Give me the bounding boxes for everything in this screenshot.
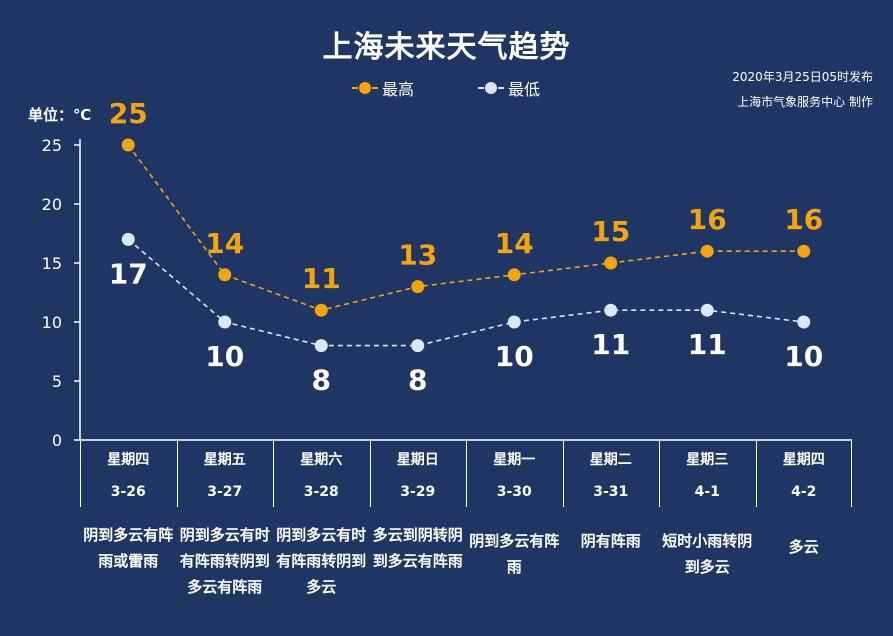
data-label-high: 16: [784, 203, 823, 236]
y-tick-label: 5: [52, 372, 62, 391]
table-divider: [659, 441, 660, 507]
date-label: 3-29: [400, 483, 436, 500]
publisher: 上海市气象服务中心 制作: [737, 95, 873, 109]
legend-low-marker: [478, 82, 504, 94]
data-label-low: 10: [784, 340, 823, 373]
data-label-low: 8: [408, 364, 427, 397]
date-label: 3-26: [110, 483, 146, 500]
weekday-label: 星期日: [396, 451, 439, 468]
publish-time: 2020年3月25日05时发布: [732, 70, 873, 84]
y-tick-label: 25: [42, 136, 62, 155]
table-divider: [466, 441, 467, 507]
day-column: 星期二 3-31: [563, 441, 660, 507]
series-line-low: [127, 238, 804, 347]
point-low: [411, 339, 425, 353]
point-low: [218, 315, 232, 329]
day-column: 星期日 3-29: [370, 441, 467, 507]
data-label-low: 8: [312, 364, 331, 397]
y-tick-label: 15: [42, 254, 62, 273]
date-label: 3-30: [496, 483, 532, 500]
date-label: 3-28: [303, 483, 339, 500]
weather-description: 阴到多云有时有阵雨转阴到多云有阵雨: [179, 526, 270, 596]
point-high: [797, 244, 811, 258]
legend-high: 最高: [352, 76, 414, 100]
weather-description: 阴到多云有阵雨或雷雨: [83, 526, 174, 570]
data-label-high: 16: [688, 203, 727, 236]
point-low: [797, 315, 811, 329]
legend-high-marker: [352, 82, 378, 94]
data-label-high: 11: [302, 262, 341, 295]
table-divider: [755, 441, 757, 507]
day-column: 星期四 4-2: [756, 441, 853, 507]
point-high: [121, 138, 135, 152]
weather-description: 阴到多云有阵雨: [469, 532, 560, 576]
point-low: [507, 315, 521, 329]
legend-high-label: 最高: [382, 80, 415, 99]
weekday-label: 星期六: [300, 451, 343, 468]
y-tick-label: 0: [52, 431, 62, 450]
point-low: [121, 232, 135, 246]
data-label-high: 15: [591, 215, 630, 248]
day-column: 星期一 3-30: [466, 441, 563, 507]
day-column: 星期六 3-28: [273, 441, 370, 507]
point-low: [314, 339, 328, 353]
date-label: 4-2: [791, 483, 817, 500]
table-divider: [273, 441, 274, 507]
table-divider: [80, 441, 81, 507]
day-column: 星期四 3-26: [80, 441, 177, 507]
y-tick-label: 10: [42, 313, 62, 332]
table-divider: [176, 441, 178, 507]
weather-description: 多云到阴转阴到多云有阵雨: [372, 526, 463, 570]
weekday-label: 星期五: [203, 451, 246, 468]
point-high: [411, 280, 425, 294]
table-divider: [369, 441, 371, 507]
weekday-label: 星期四: [782, 451, 825, 468]
point-high: [700, 244, 714, 258]
unit-label: 单位：℃: [28, 106, 92, 124]
chart-title: 上海未来天气趋势: [322, 30, 571, 65]
day-column: 星期五 3-27: [177, 441, 274, 507]
point-high: [218, 268, 232, 282]
point-low: [604, 303, 618, 317]
weather-description: 阴到多云有时有阵雨转阴到多云: [276, 526, 367, 596]
data-label-low: 11: [688, 328, 727, 361]
data-label-high: 14: [205, 227, 244, 260]
point-high: [314, 303, 328, 317]
weather-description: 阴有阵雨: [580, 532, 641, 550]
data-label-low: 10: [495, 340, 534, 373]
weekday-label: 星期三: [686, 451, 729, 468]
date-label: 3-31: [593, 483, 629, 500]
weather-description: 多云: [788, 538, 819, 556]
day-table: 星期四 3-26 星期五 3-27 星期六 3-28 星期日 3-29 星期一 3-30 星期二 3-…: [80, 441, 852, 507]
data-label-low: 10: [205, 340, 244, 373]
data-label-low: 17: [109, 257, 148, 290]
weekday-label: 星期一: [493, 451, 536, 468]
data-label-high: 14: [495, 227, 534, 260]
point-low: [700, 303, 714, 317]
table-divider: [851, 441, 852, 507]
legend-low: 最低: [478, 76, 540, 100]
y-tick-label: 20: [42, 195, 62, 214]
table-divider: [562, 441, 564, 507]
day-column: 星期三 4-1: [659, 441, 756, 507]
weekday-label: 星期二: [589, 451, 632, 468]
legend-low-label: 最低: [508, 80, 541, 99]
data-label-low: 11: [591, 328, 630, 361]
series-line-high: [127, 144, 804, 312]
point-high: [507, 268, 521, 282]
data-label-high: 13: [398, 239, 437, 272]
point-high: [604, 256, 618, 270]
weather-description: 短时小雨转阴到多云: [662, 532, 753, 576]
date-label: 4-1: [694, 483, 720, 500]
weekday-label: 星期四: [107, 451, 150, 468]
data-label-high: 25: [109, 97, 148, 130]
date-label: 3-27: [207, 483, 243, 500]
